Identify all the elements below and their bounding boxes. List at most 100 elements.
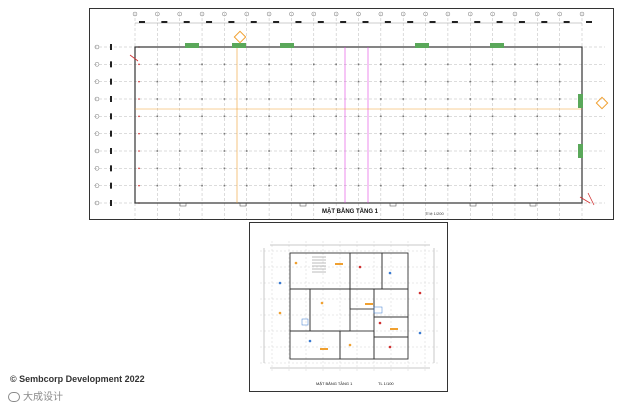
- column: [402, 115, 404, 118]
- dimension-tick: [183, 21, 190, 23]
- axis-bubble: [94, 200, 100, 206]
- column: [156, 98, 159, 100]
- axis-bubble: [94, 79, 100, 84]
- column: [380, 115, 382, 118]
- column: [514, 98, 516, 100]
- column: [313, 80, 315, 83]
- column: [335, 184, 337, 187]
- column: [402, 63, 404, 66]
- column: [268, 80, 270, 83]
- column: [536, 63, 539, 66]
- column: [335, 80, 337, 83]
- column: [178, 98, 181, 100]
- dimension-tick: [161, 21, 168, 23]
- column: [424, 98, 427, 100]
- column: [514, 132, 516, 135]
- dimension-tick: [110, 96, 112, 102]
- room-wall: [309, 288, 351, 332]
- column: [357, 80, 360, 83]
- axis-bubble: [423, 11, 428, 17]
- dimension-tick: [110, 182, 112, 189]
- axis-bubble: [244, 11, 249, 17]
- column: [223, 63, 226, 66]
- column: [313, 63, 315, 66]
- column: [402, 150, 404, 152]
- column: [290, 98, 293, 100]
- column: [313, 132, 315, 135]
- column: [447, 115, 449, 118]
- axis-bubble: [535, 11, 540, 17]
- column-mark: [138, 167, 140, 170]
- column: [268, 150, 270, 152]
- column: [491, 150, 494, 152]
- dimension-tick: [273, 21, 280, 23]
- column: [491, 98, 494, 100]
- column: [380, 98, 382, 100]
- column: [313, 167, 315, 170]
- column: [335, 150, 337, 152]
- room-wall: [289, 330, 341, 360]
- marker-diamond: [233, 30, 247, 44]
- door-block: [232, 43, 246, 48]
- fixture-mark: [388, 345, 392, 349]
- column: [469, 98, 472, 100]
- column: [558, 150, 561, 152]
- column: [268, 63, 270, 66]
- door-block: [578, 94, 583, 108]
- column: [469, 80, 472, 83]
- column: [424, 167, 427, 170]
- watermark: 大成设计: [8, 388, 63, 403]
- column: [491, 132, 494, 135]
- column: [357, 63, 360, 66]
- column: [402, 184, 404, 187]
- column: [424, 150, 427, 152]
- column: [424, 184, 427, 187]
- dimension-tick: [429, 21, 436, 23]
- room-wall: [289, 288, 311, 332]
- column: [313, 115, 315, 118]
- column: [558, 132, 561, 135]
- column: [201, 184, 203, 187]
- column-mark: [138, 80, 140, 83]
- column: [558, 98, 561, 100]
- column: [469, 167, 472, 170]
- column: [178, 132, 181, 135]
- axis-bubble: [468, 11, 473, 17]
- wall-notch: [179, 202, 187, 207]
- wall-notch: [469, 202, 477, 207]
- small-plan-scale: TL 1/100: [378, 381, 394, 386]
- axis-bubble: [557, 11, 562, 17]
- column: [469, 150, 472, 152]
- column: [201, 167, 203, 170]
- dimension-tick: [110, 78, 112, 85]
- column: [469, 132, 472, 135]
- column: [156, 63, 159, 66]
- column: [335, 98, 337, 100]
- column: [156, 132, 159, 135]
- column: [223, 132, 226, 135]
- column: [201, 63, 203, 66]
- axis-bubble: [94, 114, 100, 119]
- dimension-tick: [362, 21, 369, 23]
- large-plan-scale: Tỉ lệ 1/200: [425, 211, 444, 216]
- column: [447, 167, 449, 170]
- fixture-mark: [418, 331, 422, 335]
- column: [245, 150, 248, 152]
- wall-notch: [529, 202, 537, 207]
- column: [268, 167, 270, 170]
- column: [268, 115, 270, 118]
- axis-bubble: [445, 11, 451, 17]
- fixture-mark: [348, 343, 352, 347]
- column: [201, 80, 203, 83]
- corner-mark: [579, 196, 591, 204]
- axis-bubble: [490, 11, 495, 17]
- column: [357, 150, 360, 152]
- column: [178, 63, 181, 66]
- column: [357, 132, 360, 135]
- column: [402, 98, 404, 100]
- window-mark: [373, 306, 383, 314]
- column: [201, 115, 203, 118]
- fixture-mark: [418, 291, 422, 295]
- column: [223, 150, 226, 152]
- wall-notch: [299, 202, 307, 207]
